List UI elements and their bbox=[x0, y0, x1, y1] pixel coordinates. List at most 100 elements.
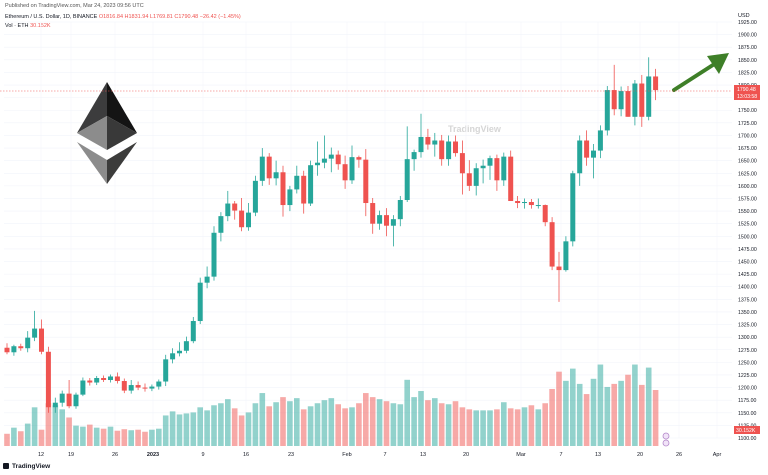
candle-body bbox=[611, 90, 617, 110]
volume-bar bbox=[459, 407, 466, 446]
volume-bar bbox=[321, 400, 328, 446]
time-tick-label: Mar bbox=[516, 452, 526, 458]
price-tick-label: 1825.00 bbox=[738, 70, 757, 76]
price-tick-label: 1550.00 bbox=[738, 209, 757, 215]
volume-bar bbox=[294, 398, 300, 446]
event-markers[interactable] bbox=[662, 432, 670, 447]
price-tick-label: 1250.00 bbox=[738, 360, 757, 366]
volume-bar bbox=[528, 405, 535, 446]
volume-bar bbox=[52, 405, 59, 446]
volume-bar bbox=[383, 401, 390, 446]
price-tick-label: 1650.00 bbox=[738, 159, 757, 165]
volume-bar bbox=[135, 429, 141, 446]
volume-bar bbox=[73, 425, 79, 446]
brand-label: TradingView bbox=[12, 463, 51, 470]
candle-body bbox=[480, 165, 486, 169]
candle-body bbox=[218, 216, 224, 233]
time-tick-label: 23 bbox=[288, 452, 294, 458]
volume-bar bbox=[225, 399, 231, 446]
price-axis: 1100.001125.001150.001175.001200.001225.… bbox=[738, 20, 757, 442]
volume-bar bbox=[549, 388, 555, 446]
volume-bar bbox=[287, 401, 293, 446]
volume-legend: Vol · ETH 30.152K bbox=[5, 23, 51, 29]
price-tick-label: 1500.00 bbox=[738, 234, 757, 240]
volume-bar bbox=[404, 379, 410, 446]
volume-bar bbox=[245, 412, 252, 446]
candle-body bbox=[204, 276, 210, 283]
candle-body bbox=[121, 381, 127, 391]
candle-body bbox=[522, 202, 527, 204]
candle-body bbox=[4, 347, 10, 353]
price-tag-time: 13:03:58 bbox=[737, 94, 757, 100]
candle-body bbox=[45, 351, 51, 408]
candle-body bbox=[39, 328, 44, 352]
candle-body bbox=[563, 241, 569, 271]
chart-grid bbox=[4, 21, 732, 439]
watermark: TradingView bbox=[448, 124, 501, 134]
candle-body bbox=[515, 201, 521, 204]
price-tick-label: 1750.00 bbox=[738, 108, 757, 114]
candle-body bbox=[425, 136, 431, 145]
volume-bar bbox=[156, 428, 162, 446]
volume-bar bbox=[114, 430, 121, 446]
candle-body bbox=[170, 353, 176, 360]
price-tick-label: 1450.00 bbox=[738, 260, 757, 266]
candle-body bbox=[149, 386, 155, 389]
volume-bar bbox=[59, 409, 65, 446]
time-tick-label: 16 bbox=[243, 452, 249, 458]
candles bbox=[4, 57, 659, 413]
candle-body bbox=[142, 387, 148, 389]
ethereum-logo bbox=[77, 82, 137, 184]
candle-body bbox=[156, 381, 162, 387]
candle-body bbox=[453, 141, 458, 154]
volume-bar bbox=[438, 403, 445, 446]
volume-bar bbox=[473, 410, 479, 446]
volume-bar bbox=[639, 384, 645, 446]
time-tick-label: 12 bbox=[38, 452, 44, 458]
volume-bar bbox=[314, 403, 321, 446]
time-tick-label: 20 bbox=[637, 452, 643, 458]
candle-body bbox=[321, 158, 327, 163]
time-tick-label: 9 bbox=[201, 452, 204, 458]
candle-body bbox=[177, 350, 182, 354]
candle-body bbox=[273, 172, 279, 179]
time-tick-label: 13 bbox=[420, 452, 426, 458]
volume-value: 30.152K bbox=[30, 23, 51, 29]
volume-bar bbox=[252, 403, 259, 446]
candle-body bbox=[549, 222, 555, 267]
volume-bar bbox=[273, 402, 279, 446]
price-tick-label: 1875.00 bbox=[738, 45, 757, 51]
volume-bar bbox=[197, 407, 203, 446]
candle-body bbox=[190, 321, 196, 342]
candle-body bbox=[384, 215, 389, 226]
price-tick-label: 1525.00 bbox=[738, 222, 757, 228]
volume-bar bbox=[570, 368, 576, 446]
volume-bar bbox=[445, 404, 452, 446]
volume-bar bbox=[501, 402, 507, 446]
candle-body bbox=[239, 210, 245, 228]
symbol-name: Ethereum / U.S. Dollar, 1D, BINANCE bbox=[5, 14, 98, 20]
volume-bar bbox=[11, 427, 17, 446]
price-tick-label: 1100.00 bbox=[738, 436, 756, 442]
candle-body bbox=[597, 130, 603, 151]
volume-bar bbox=[466, 409, 473, 446]
volume-bar bbox=[556, 371, 562, 446]
candle-body bbox=[556, 266, 562, 271]
volume-bar bbox=[80, 426, 86, 446]
volume-bar bbox=[452, 401, 459, 446]
volume-bar bbox=[280, 397, 286, 446]
volume-bar bbox=[18, 431, 24, 446]
candle-body bbox=[18, 346, 24, 349]
candle-body bbox=[528, 202, 534, 206]
candle-body bbox=[646, 76, 652, 117]
volume-bar bbox=[121, 429, 128, 446]
candle-body bbox=[211, 232, 217, 277]
volume-bar bbox=[307, 406, 314, 446]
volume-bar bbox=[611, 383, 617, 446]
price-tick-label: 1600.00 bbox=[738, 184, 757, 190]
price-tag-value: 1790.48 bbox=[737, 87, 756, 93]
candle-body bbox=[577, 140, 583, 174]
candle-body bbox=[301, 175, 307, 204]
volume-bar bbox=[259, 393, 266, 446]
